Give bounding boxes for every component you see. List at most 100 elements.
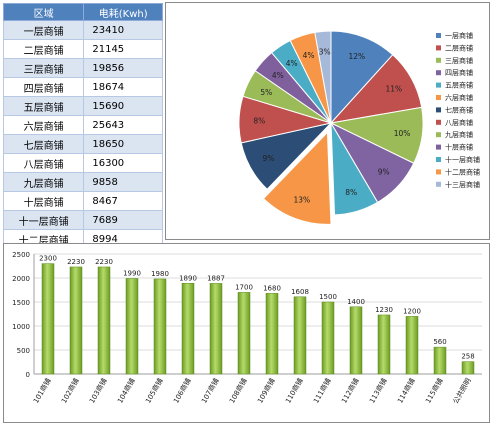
- x-tick-label: 公共照明: [451, 377, 473, 406]
- pie-chart: 12%11%10%9%8%13%9%8%5%4%4%4% 3%一层商铺二层商铺三层…: [238, 30, 480, 225]
- bar-4: [125, 278, 139, 375]
- table-row: 三层商铺 19856: [2, 58, 163, 78]
- legend-swatch: [436, 57, 441, 63]
- x-tick-label: 109商铺: [255, 377, 276, 405]
- legend-label: 九层商铺: [445, 130, 473, 139]
- bar-value-label: 1990: [123, 269, 141, 277]
- legend-label: 五层商铺: [445, 81, 473, 90]
- pie-label: 9%: [378, 168, 390, 177]
- legend-label: 十一层商铺: [445, 155, 480, 164]
- bar-value-label: 1980: [151, 270, 169, 278]
- area-cell: 七层商铺: [2, 134, 85, 154]
- table-row: 七层商铺 18650: [2, 134, 163, 154]
- x-tick-label: 108商铺: [227, 377, 248, 405]
- table-body: 一层商铺 23410 二层商铺 21145 三层商铺 19856 四层商铺 18674 五层商铺…: [2, 20, 163, 268]
- x-tick-label: 110商铺: [283, 377, 304, 405]
- pie-label: 4%: [303, 51, 315, 60]
- bar-6: [181, 283, 195, 375]
- area-cell: 三层商铺: [2, 58, 85, 78]
- bar-12: [349, 306, 363, 375]
- legend-label: 十层商铺: [445, 143, 473, 152]
- pie-label: 10%: [394, 129, 411, 138]
- table-row: 九层商铺 9858: [2, 172, 163, 192]
- bar-value-label: 2230: [95, 258, 113, 266]
- legend-swatch: [436, 95, 441, 100]
- legend-label: 八层商铺: [445, 118, 473, 127]
- y-tick-label: 2500: [12, 251, 30, 259]
- bar-2: [69, 266, 83, 375]
- table-row: 一层商铺 23410: [2, 20, 163, 40]
- area-cell: 九层商铺: [2, 172, 85, 192]
- area-cell: 十一层商铺: [2, 210, 85, 230]
- x-tick-label: 111商铺: [311, 377, 332, 405]
- energy-cell: 8467: [83, 191, 163, 211]
- pie-label: 11%: [386, 84, 403, 93]
- pie-label: 4%: [272, 71, 284, 80]
- y-tick-label: 500: [17, 347, 30, 355]
- y-tick-label: 2000: [12, 275, 30, 283]
- pie-label: 13%: [294, 195, 311, 204]
- legend-swatch: [436, 45, 441, 51]
- pie-slice-6: [262, 131, 332, 225]
- legend-swatch: [436, 82, 441, 88]
- bar-value-label: 258: [461, 353, 474, 361]
- legend-swatch: [436, 70, 441, 76]
- bar-value-label: 1680: [263, 284, 281, 292]
- area-cell: 八层商铺: [2, 153, 85, 173]
- bar-16: [461, 361, 475, 375]
- energy-cell: 19856: [83, 58, 163, 78]
- legend-label: 十二层商铺: [445, 167, 480, 176]
- legend-swatch: [436, 144, 441, 150]
- pie-chart-panel: 12% 11% 10% 9% 8% 13% 9% 8% 5% 4% 4% 4% 3% 一层商铺 二层商铺 三层…: [165, 2, 490, 240]
- legend-swatch: [436, 119, 441, 125]
- legend-label: 十三层商铺: [445, 180, 480, 189]
- pie-label: 8%: [253, 116, 265, 125]
- header-area: 区域: [2, 3, 85, 21]
- bar-8: [237, 292, 251, 375]
- bar-7: [209, 283, 223, 375]
- bar-chart: 0 500 1000 1500 2000 2500 2300 101商铺 2230 102商铺 22…: [12, 251, 482, 406]
- x-tick-label: 114商铺: [395, 377, 416, 405]
- bar-value-label: 2300: [39, 255, 57, 263]
- pie-label: 4%: [286, 59, 298, 68]
- x-tick-label: 103商铺: [87, 377, 108, 405]
- pie-label: 9%: [262, 154, 274, 163]
- bar-15: [433, 346, 447, 375]
- table-row: 四层商铺 18674: [2, 77, 163, 97]
- pie-slice-5: [330, 122, 379, 216]
- x-tick-label: 113商铺: [367, 377, 388, 405]
- legend-label: 二层商铺: [445, 43, 473, 52]
- table-row: 二层商铺 21145: [2, 39, 163, 59]
- pie-label: 5%: [260, 88, 272, 97]
- x-tick-label: 104商铺: [115, 377, 136, 405]
- bar-11: [321, 301, 335, 375]
- y-tick-label: 1500: [12, 299, 30, 307]
- pie-label: 12%: [348, 52, 365, 61]
- x-tick-label: 101商铺: [31, 377, 52, 405]
- area-cell: 二层商铺: [2, 39, 85, 59]
- bar-chart-panel: 0 500 1000 1500 2000 2500 2300 101商铺 2230 102商铺 22…: [3, 243, 490, 423]
- bar-14: [405, 316, 419, 375]
- pie-slice-13: [314, 30, 332, 124]
- energy-table: 区域 电耗(Kwh) 一层商铺 23410 二层商铺 21145 三层商铺 19856 四层…: [2, 3, 163, 268]
- area-cell: 四层商铺: [2, 77, 85, 97]
- x-tick-label: 115商铺: [423, 377, 444, 405]
- bar-5: [153, 278, 167, 375]
- area-cell: 十层商铺: [2, 191, 85, 211]
- legend-label: 三层商铺: [445, 56, 473, 65]
- energy-cell: 23410: [83, 20, 163, 40]
- bar-value-label: 1400: [347, 298, 365, 306]
- legend-swatch: [436, 169, 441, 175]
- energy-cell: 18650: [83, 134, 163, 154]
- bar-value-label: 1887: [207, 274, 225, 282]
- bar-value-label: 1230: [375, 306, 393, 314]
- bar-value-label: 560: [433, 338, 446, 346]
- legend-swatch: [436, 181, 441, 187]
- table-header-row: 区域 电耗(Kwh): [2, 3, 163, 21]
- pie-label: 8%: [345, 188, 357, 197]
- legend-swatch: [436, 132, 441, 138]
- legend-label: 六层商铺: [445, 93, 473, 102]
- table-row: 五层商铺 15690: [2, 96, 163, 116]
- table-row: 十一层商铺 7689: [2, 210, 163, 230]
- energy-cell: 9858: [83, 172, 163, 192]
